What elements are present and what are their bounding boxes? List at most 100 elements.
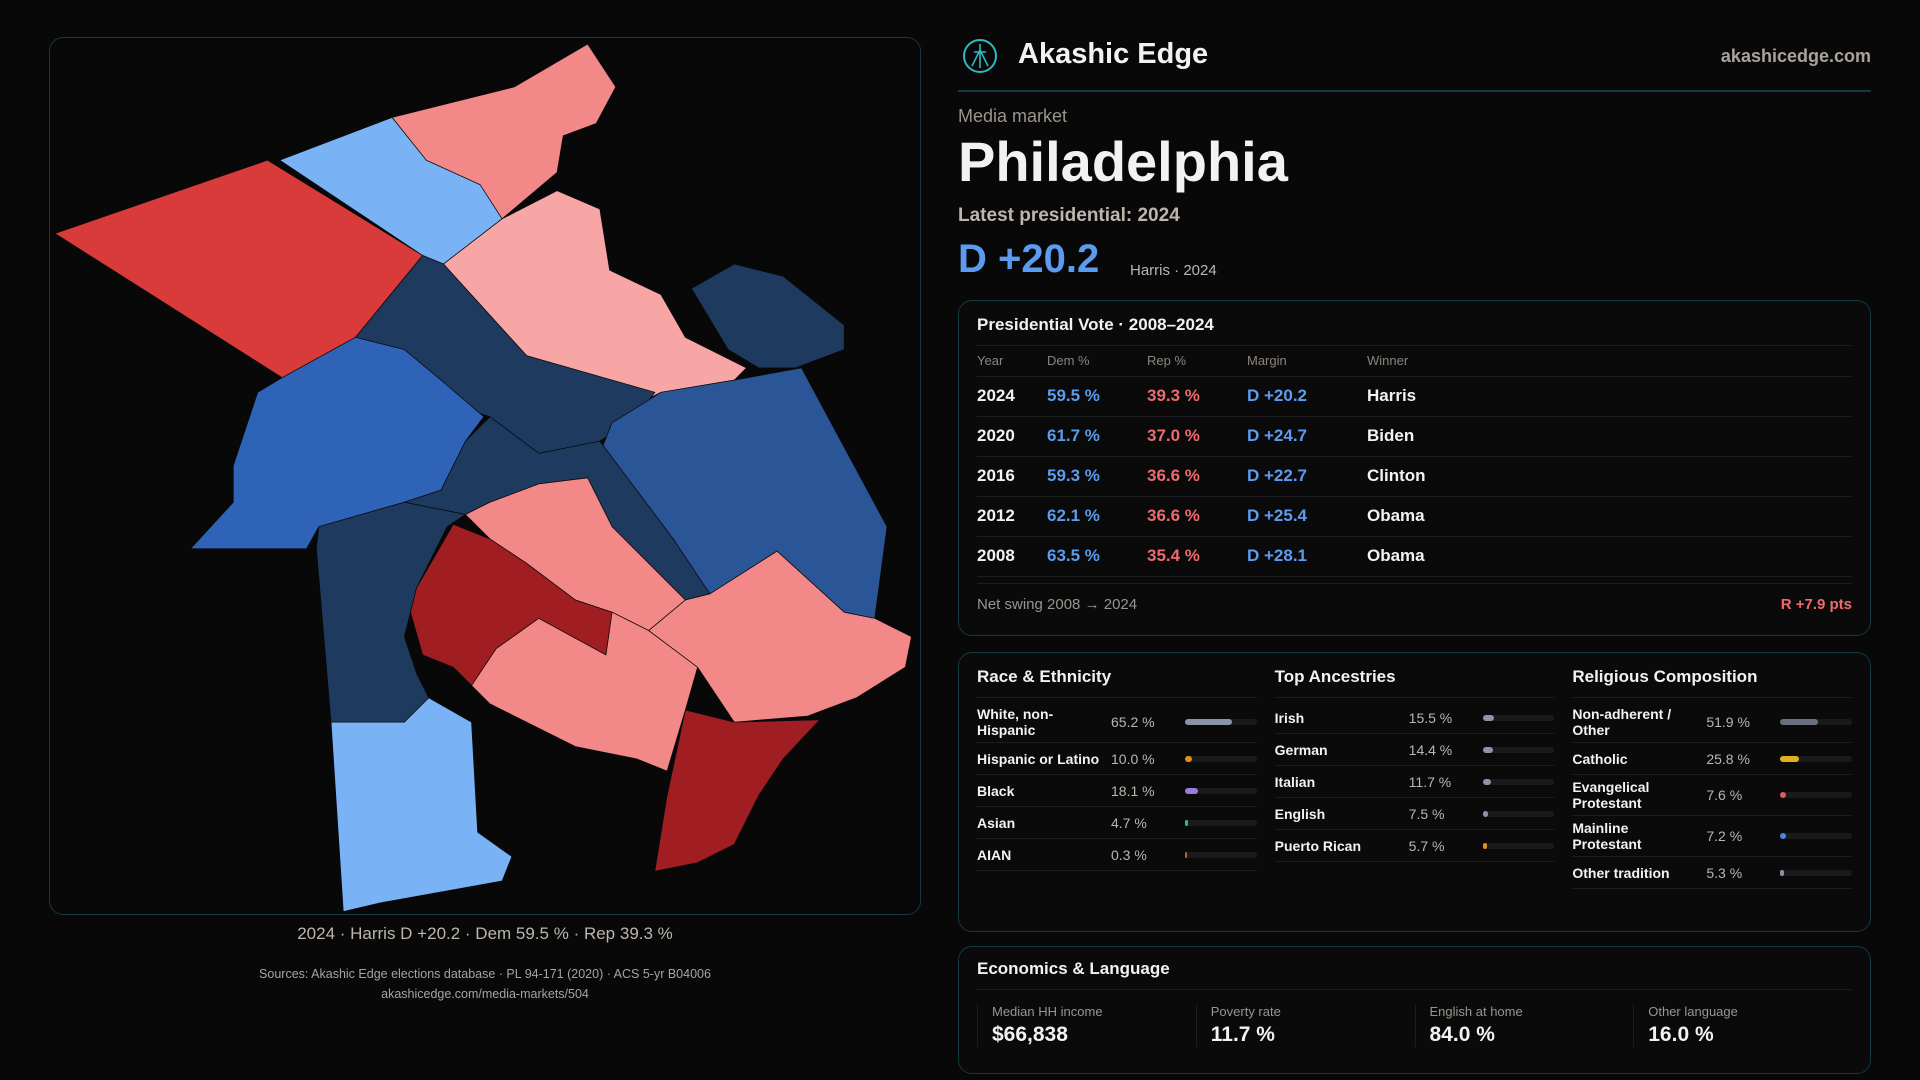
rep-pct-cell: 35.4 % — [1147, 536, 1247, 577]
economics-card: Economics & Language Median HH income $66… — [958, 946, 1871, 1074]
map-caption: 2024 · Harris D +20.2 · Dem 59.5 % · Rep… — [297, 924, 673, 943]
kicker: Media market — [958, 106, 1068, 126]
margin-cell: D +25.4 — [1247, 496, 1367, 537]
econ-label: Poverty rate — [1210, 1004, 1281, 1019]
net-swing: Net swing 2008 → 2024 R +7.9 pts — [977, 582, 1852, 613]
table-row: 2024 59.5 % 39.3 % D +20.2 Harris — [977, 376, 1852, 417]
site-link[interactable]: akashicedge.com — [1720, 46, 1871, 66]
latest-label: Latest presidential: 2024 — [958, 205, 1180, 226]
margin-cell: D +28.1 — [1247, 536, 1367, 577]
econ-label: Median HH income — [992, 1004, 1103, 1019]
demo-bar — [1185, 719, 1257, 725]
demo-bar-fill — [1185, 851, 1187, 858]
column-header: Dem % — [1047, 346, 1147, 377]
akashic-logo-icon — [963, 39, 997, 73]
county-shape[interactable] — [471, 611, 699, 772]
demo-bar-fill — [1780, 869, 1785, 876]
demo-bar — [1482, 778, 1555, 785]
section-title: Race & Ethnicity — [977, 667, 1257, 698]
demo-value: 5.3 % — [1706, 864, 1743, 881]
demographics-card: Race & Ethnicity White, non-Hispanic 65.2 … — [958, 652, 1871, 932]
demo-bar — [1185, 787, 1257, 794]
demo-value: 10.0 % — [1111, 750, 1155, 767]
demo-value: 14.4 % — [1408, 741, 1453, 758]
demo-bar — [1780, 792, 1853, 798]
market-map[interactable] — [49, 37, 921, 915]
demo-row: Evangelical Protestant 7.6 % — [1572, 775, 1853, 816]
demo-bar — [1482, 714, 1555, 721]
headline-margin: D +20.2 — [958, 237, 1100, 281]
demo-row: Asian 4.7 % — [977, 807, 1257, 839]
econ-value: 16.0 % — [1648, 1023, 1714, 1046]
page-title: Philadelphia — [958, 130, 1288, 193]
sources: Sources: Akashic Edge elections database… — [49, 964, 921, 1004]
dem-pct-cell: 59.5 % — [1047, 376, 1147, 417]
econ-value: 11.7 % — [1210, 1023, 1275, 1046]
county-shape[interactable] — [654, 709, 821, 872]
winner-cell: Harris — [1367, 376, 1852, 417]
demo-value: 4.7 % — [1111, 814, 1147, 831]
econ-stat: Other language 16.0 % — [1633, 1004, 1852, 1047]
column-header: Winner — [1367, 346, 1852, 377]
presidential-vote-card: Presidential Vote · 2008–2024 Year Dem % R… — [958, 300, 1871, 636]
demo-bar — [1482, 842, 1555, 849]
demo-bar — [1780, 869, 1853, 876]
econ-label: English at home — [1429, 1004, 1523, 1019]
demo-row: Italian 11.7 % — [1274, 766, 1555, 798]
demo-row: Hispanic or Latino 10.0 % — [977, 743, 1257, 775]
rep-pct-cell: 37.0 % — [1147, 416, 1247, 457]
dem-pct-cell: 59.3 % — [1047, 456, 1147, 497]
section-title: Religious Composition — [1572, 667, 1853, 698]
county-shape[interactable] — [316, 501, 467, 723]
demo-bar — [1185, 755, 1257, 762]
demo-bar-fill — [1780, 792, 1786, 798]
county-shape[interactable] — [391, 43, 617, 220]
demo-label: German — [1274, 741, 1328, 758]
demo-value: 11.7 % — [1408, 773, 1452, 790]
demo-label: Irish — [1274, 709, 1305, 726]
demo-section: Race & Ethnicity White, non-Hispanic 65.2 … — [977, 667, 1257, 889]
rep-pct-cell: 39.3 % — [1147, 376, 1247, 417]
demo-value: 25.8 % — [1706, 750, 1750, 767]
column-header: Rep % — [1147, 346, 1247, 377]
demo-bar-fill — [1482, 810, 1489, 817]
econ-label: Other language — [1648, 1004, 1738, 1019]
demo-row: AIAN 0.3 % — [977, 839, 1257, 871]
brand-name: Akashic Edge — [1018, 38, 1209, 70]
demo-bar — [1185, 819, 1257, 826]
dem-pct-cell: 63.5 % — [1047, 536, 1147, 577]
demo-bar — [1482, 810, 1555, 817]
sources-url[interactable]: akashicedge.com/media-markets/504 — [381, 987, 589, 1001]
swing-value: R +7.9 pts — [1780, 595, 1852, 613]
county-shape[interactable] — [690, 263, 845, 369]
rep-pct-cell: 36.6 % — [1147, 456, 1247, 497]
sources-line: Sources: Akashic Edge elections database… — [259, 967, 711, 981]
demo-row: Puerto Rican 5.7 % — [1274, 830, 1555, 862]
demo-bar-fill — [1780, 755, 1799, 762]
year-cell: 2008 — [977, 536, 1047, 577]
table-row: 2012 62.1 % 36.6 % D +25.4 Obama — [977, 496, 1852, 537]
margin-cell: D +24.7 — [1247, 416, 1367, 457]
dem-pct-cell: 62.1 % — [1047, 496, 1147, 537]
column-header: Margin — [1247, 346, 1367, 377]
card-title: Presidential Vote · 2008–2024 — [977, 315, 1852, 346]
demo-bar — [1780, 719, 1853, 725]
county-map-svg[interactable] — [50, 38, 920, 914]
swing-label: Net swing 2008 → 2024 — [977, 595, 1138, 613]
dem-pct-cell: 61.7 % — [1047, 416, 1147, 457]
winner-cell: Obama — [1367, 496, 1852, 537]
year-cell: 2016 — [977, 456, 1047, 497]
econ-value: $66,838 — [992, 1023, 1068, 1046]
year-cell: 2012 — [977, 496, 1047, 537]
demo-label: Puerto Rican — [1274, 837, 1362, 854]
winner-cell: Clinton — [1367, 456, 1852, 497]
county-shape[interactable] — [330, 697, 513, 913]
demo-section: Top Ancestries Irish 15.5 % German 14.4 % Ita… — [1274, 667, 1555, 889]
demo-bar-fill — [1185, 755, 1193, 762]
demo-label: Italian — [1274, 773, 1316, 790]
demo-label: Asian — [977, 814, 1016, 831]
table-row: 2020 61.7 % 37.0 % D +24.7 Biden — [977, 416, 1852, 457]
demo-value: 5.7 % — [1408, 837, 1445, 854]
year-cell: 2020 — [977, 416, 1047, 457]
demo-label: Catholic — [1572, 750, 1628, 767]
